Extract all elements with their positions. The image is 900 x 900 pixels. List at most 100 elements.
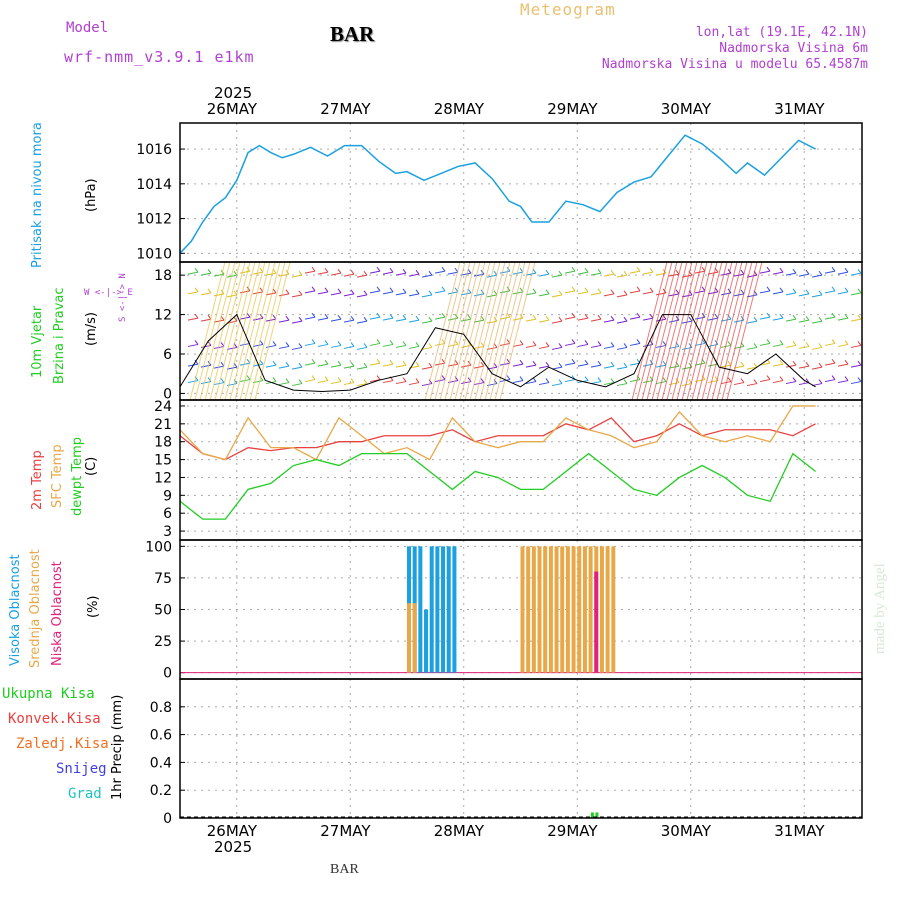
wind-hatch bbox=[194, 261, 231, 401]
wind-barb-feather bbox=[675, 269, 680, 275]
wind-barb-feather bbox=[259, 287, 264, 293]
wind-hatch bbox=[494, 261, 531, 401]
wind-barb-feather bbox=[493, 362, 498, 368]
wind-barb bbox=[252, 380, 264, 384]
wind-barb-feather bbox=[662, 314, 667, 320]
cloud-bar bbox=[452, 546, 457, 673]
wind-barb bbox=[837, 380, 849, 384]
wind-barb bbox=[850, 364, 862, 368]
wind-barb bbox=[850, 344, 862, 348]
wind-barb bbox=[499, 316, 511, 320]
wind-barb-feather bbox=[363, 270, 368, 276]
model-elevation: Nadmorska Visina u modelu 65.4587m bbox=[601, 57, 868, 72]
precip-label-frz: Zaledj.Kisa bbox=[16, 736, 109, 752]
wind-barb-feather bbox=[571, 375, 576, 380]
wind-barb bbox=[187, 271, 199, 275]
wind-barb bbox=[590, 344, 602, 348]
wind-barb-feather bbox=[415, 269, 420, 275]
wind-barb-feather bbox=[259, 359, 264, 365]
wind-barb-feather bbox=[376, 266, 381, 272]
wind-barb-feather bbox=[233, 343, 238, 348]
y-tick-label: 1012 bbox=[136, 212, 172, 228]
wind-hatch bbox=[721, 261, 758, 401]
wind-barb-feather bbox=[662, 360, 667, 366]
pressure-unit: (hPa) bbox=[84, 178, 99, 212]
wind-barb bbox=[460, 364, 472, 368]
wind-barb bbox=[694, 342, 706, 346]
wind-barb-feather bbox=[714, 376, 719, 381]
wind-barb-feather bbox=[857, 377, 862, 382]
wind-barb bbox=[200, 381, 212, 385]
wind-barb bbox=[512, 343, 524, 347]
pressure-line bbox=[179, 134, 816, 254]
wind-barb-feather bbox=[584, 287, 589, 293]
wind-hatch bbox=[474, 261, 511, 401]
wind-barb-feather bbox=[532, 288, 537, 294]
wind-barb bbox=[616, 383, 628, 387]
wind-hatch bbox=[439, 261, 476, 401]
wind-barb-feather bbox=[363, 379, 368, 384]
wind-hatch bbox=[219, 261, 256, 401]
wind-barb bbox=[772, 343, 784, 347]
wind-hatch bbox=[641, 261, 678, 401]
wind-barb-feather bbox=[311, 286, 316, 292]
pressure-label: Pritisak na nivou mora bbox=[30, 122, 45, 268]
cloud-bar bbox=[554, 546, 559, 673]
wind-barb-feather bbox=[246, 286, 251, 292]
wind-barb-feather bbox=[597, 314, 602, 320]
cloud-bar bbox=[526, 546, 531, 673]
wind-barb-feather bbox=[818, 316, 823, 322]
wind-barb bbox=[382, 363, 394, 367]
wind-barb-feather bbox=[363, 362, 368, 368]
wind-barb-feather bbox=[701, 286, 706, 292]
wind-barb-feather bbox=[818, 290, 823, 296]
wind-barb-feather bbox=[220, 269, 225, 275]
wind-barb bbox=[707, 363, 719, 367]
wind-barb-feather bbox=[311, 375, 316, 380]
wind-barb-feather bbox=[766, 312, 771, 318]
wind-barb-feather bbox=[662, 288, 667, 294]
wind-hatch bbox=[209, 261, 246, 401]
wind-barb bbox=[798, 382, 810, 386]
wind-barb bbox=[642, 363, 654, 367]
wind-hatch bbox=[706, 261, 743, 401]
wind-barb-feather bbox=[285, 378, 290, 383]
wind-barb bbox=[681, 294, 693, 298]
wind-hatch bbox=[244, 261, 281, 401]
wind-barb bbox=[304, 290, 316, 294]
wind-barb bbox=[811, 294, 823, 298]
wind-barb-feather bbox=[363, 316, 368, 322]
wind-barb-feather bbox=[558, 362, 563, 368]
wind-barb bbox=[811, 274, 823, 278]
wind-barb-feather bbox=[649, 313, 654, 319]
cloud-bar bbox=[571, 546, 576, 673]
wind-barb bbox=[278, 382, 290, 386]
wind-barb bbox=[668, 345, 680, 349]
wind-barb-feather bbox=[233, 270, 238, 276]
wind-barb bbox=[785, 381, 797, 385]
wind-barb bbox=[798, 273, 810, 277]
wind-barb-feather bbox=[337, 288, 342, 294]
wind-barb-feather bbox=[792, 377, 797, 382]
wind-barb-feather bbox=[350, 342, 355, 347]
wind-barb bbox=[837, 343, 849, 347]
wind-barb-feather bbox=[389, 267, 394, 273]
wind-barb bbox=[317, 343, 329, 347]
wind-barb-feather bbox=[298, 362, 303, 368]
wind-hatch bbox=[204, 261, 241, 401]
wind-barb bbox=[291, 366, 303, 370]
wind-barb bbox=[603, 273, 615, 277]
wind-barb bbox=[395, 272, 407, 276]
cloud-label-2: Srednja Oblacnost bbox=[28, 549, 43, 668]
wind-barb bbox=[278, 293, 290, 297]
wind-barb bbox=[720, 381, 732, 385]
wind-barb bbox=[616, 274, 628, 278]
wind-barb bbox=[291, 383, 303, 387]
wind-barb bbox=[837, 291, 849, 295]
wind-barb bbox=[590, 292, 602, 296]
wind-barb bbox=[603, 345, 615, 349]
wind-barb bbox=[278, 273, 290, 277]
wind-barb bbox=[655, 292, 667, 296]
wind-barb-feather bbox=[727, 377, 732, 382]
wind-barb bbox=[824, 290, 836, 294]
